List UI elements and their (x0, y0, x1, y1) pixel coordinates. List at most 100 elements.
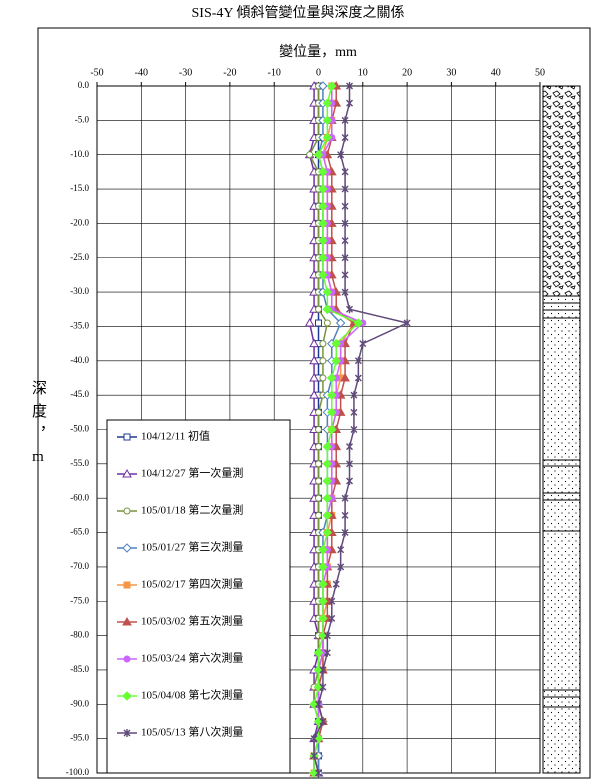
marker (337, 150, 345, 159)
marker (346, 477, 354, 486)
marker (122, 616, 132, 626)
marker (341, 270, 349, 279)
marker (315, 460, 322, 468)
marker (122, 543, 132, 553)
marker (327, 373, 337, 383)
y-tick-label: -60.0 (70, 492, 89, 502)
marker (315, 319, 322, 327)
marker (341, 288, 349, 297)
marker (340, 372, 350, 382)
y-tick-label: -65.0 (70, 527, 89, 537)
marker (322, 287, 333, 297)
marker (319, 374, 327, 382)
x-axis-title: 變位量，mm (279, 44, 357, 60)
y-tick-label: -80.0 (70, 630, 89, 640)
marker (318, 167, 328, 177)
marker (322, 493, 333, 503)
marker (304, 318, 315, 327)
marker (318, 562, 328, 572)
marker (309, 338, 319, 348)
marker (318, 235, 328, 246)
marker (315, 477, 322, 485)
x-tick-label: 20 (402, 67, 412, 78)
marker (331, 356, 341, 366)
y-tick-label: -35.0 (70, 321, 89, 331)
y-tick-label: -75.0 (70, 595, 89, 605)
legend-label: 105/03/02 第五次測量 (141, 614, 243, 628)
frame (37, 27, 591, 779)
marker (341, 185, 349, 194)
marker (318, 596, 328, 606)
y-tick-label: -45.0 (70, 389, 89, 399)
legend-label: 105/01/27 第三次測量 (141, 540, 243, 554)
marker (318, 253, 328, 263)
marker (341, 494, 349, 503)
legend-label: 105/02/17 第四次測量 (141, 577, 243, 591)
marker (327, 81, 337, 91)
marker (353, 318, 364, 328)
marker (322, 459, 333, 469)
x-tick-label: 10 (358, 67, 368, 78)
marker (318, 218, 328, 229)
marker (346, 99, 354, 108)
legend (106, 419, 291, 774)
marker (331, 338, 341, 349)
marker (309, 390, 319, 399)
lithology (542, 85, 581, 774)
marker (315, 769, 322, 777)
legend-label: 105/03/24 第六次測量 (141, 651, 243, 665)
y-tick-label: -90.0 (70, 698, 89, 708)
y-tick-label: -40.0 (70, 355, 89, 365)
marker (318, 545, 328, 555)
legend-label: 105/04/08 第七次測量 (141, 688, 243, 702)
marker (319, 340, 327, 348)
marker (322, 115, 333, 126)
marker (318, 184, 328, 194)
marker (318, 613, 328, 624)
x-tick-label: -10 (268, 67, 281, 78)
y-tick-label: 0.0 (78, 80, 90, 90)
marker (313, 648, 324, 658)
marker (123, 729, 131, 737)
marker (354, 373, 362, 382)
marker (309, 372, 319, 382)
marker (319, 717, 327, 726)
marker (341, 528, 349, 537)
x-tick-label: -50 (90, 67, 103, 78)
marker (341, 202, 349, 211)
y-axis-title: 深度，m (30, 380, 46, 473)
marker (318, 579, 328, 589)
marker (341, 219, 349, 228)
marker (322, 510, 333, 521)
x-tick-label: 0 (316, 67, 321, 78)
marker (341, 116, 349, 125)
marker (327, 390, 337, 400)
marker (328, 614, 336, 623)
marker (354, 356, 362, 365)
x-tick-label: 50 (535, 67, 545, 78)
marker (322, 441, 333, 452)
marker (315, 426, 322, 433)
marker (318, 81, 328, 91)
marker (341, 167, 349, 176)
marker (327, 424, 337, 435)
marker (337, 545, 345, 554)
x-tick-label: 40 (491, 67, 501, 78)
marker (359, 339, 367, 348)
y-tick-label: -25.0 (70, 252, 89, 262)
marker (123, 433, 131, 441)
marker (306, 151, 314, 159)
marker (319, 665, 327, 674)
y-tick-label: -100.0 (66, 767, 90, 777)
legend-label: 104/12/27 第一次量測 (141, 466, 243, 480)
marker (346, 459, 354, 468)
legend-label: 104/12/11 初值 (141, 429, 210, 443)
marker (310, 751, 318, 760)
marker (122, 468, 132, 478)
marker (346, 442, 354, 451)
marker (327, 407, 337, 418)
marker (318, 201, 328, 211)
y-tick-label: -85.0 (70, 664, 89, 674)
